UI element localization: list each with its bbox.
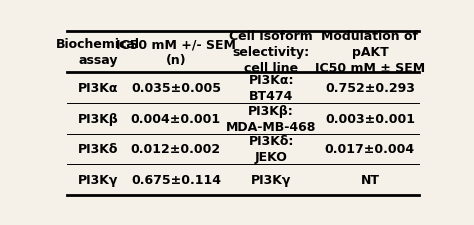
Text: 0.675±0.114: 0.675±0.114: [131, 173, 221, 186]
Text: PI3Kγ: PI3Kγ: [78, 173, 118, 186]
Text: PI3Kγ: PI3Kγ: [251, 173, 292, 186]
Text: NT: NT: [360, 173, 379, 186]
Text: 0.003±0.001: 0.003±0.001: [325, 112, 415, 125]
Text: Cell Isoform
selectivity:
cell line: Cell Isoform selectivity: cell line: [229, 30, 313, 75]
Text: 0.004±0.001: 0.004±0.001: [131, 112, 221, 125]
Text: 0.017±0.004: 0.017±0.004: [325, 143, 415, 156]
Text: Modulation of
pAKT
IC50 mM ± SEM: Modulation of pAKT IC50 mM ± SEM: [315, 30, 425, 75]
Text: PI3Kβ:
MDA-MB-468: PI3Kβ: MDA-MB-468: [226, 104, 316, 133]
Text: IC50 mM +/- SEM
(n): IC50 mM +/- SEM (n): [116, 38, 236, 67]
Text: 0.012±0.002: 0.012±0.002: [131, 143, 221, 156]
Text: PI3Kβ: PI3Kβ: [78, 112, 118, 125]
Text: 0.035±0.005: 0.035±0.005: [131, 82, 221, 95]
Text: PI3Kα: PI3Kα: [78, 82, 118, 95]
Text: 0.752±0.293: 0.752±0.293: [325, 82, 415, 95]
Text: Biochemical
assay: Biochemical assay: [56, 38, 140, 67]
Text: PI3Kα:
BT474: PI3Kα: BT474: [248, 74, 294, 103]
Text: PI3Kδ:
JEKO: PI3Kδ: JEKO: [248, 135, 294, 164]
Text: PI3Kδ: PI3Kδ: [78, 143, 118, 156]
